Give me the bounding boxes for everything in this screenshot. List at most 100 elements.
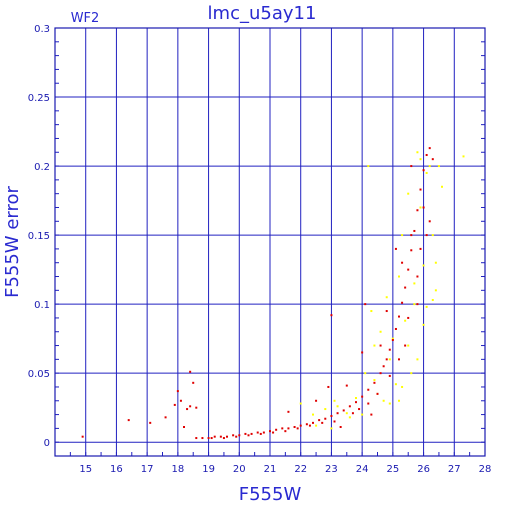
data-point (419, 247, 422, 250)
data-point (425, 154, 428, 157)
data-point (195, 406, 198, 409)
data-point (398, 275, 400, 278)
data-point (318, 419, 321, 422)
data-point (305, 423, 308, 426)
data-point (425, 305, 428, 308)
data-point (394, 327, 397, 330)
data-point (287, 410, 290, 413)
data-point (388, 358, 391, 361)
data-point (388, 402, 391, 405)
data-point (336, 405, 339, 408)
tick-labels: 15 16 17 18 19 20 21 22 23 24 25 26 27 28 0 0.05 0.1 0.15… (28, 24, 492, 475)
data-point (398, 315, 400, 318)
data-point (183, 426, 185, 429)
data-point (299, 402, 302, 405)
data-point (284, 430, 287, 433)
data-point (370, 413, 373, 416)
y-tick-label: 0.3 (34, 24, 50, 35)
data-point (385, 358, 388, 361)
data-point (385, 296, 388, 299)
data-point (355, 401, 357, 404)
panel-label: WF2 (71, 11, 100, 26)
x-tick-label: 27 (448, 464, 461, 475)
data-point (195, 437, 198, 440)
data-point (364, 303, 367, 306)
data-points (81, 147, 465, 440)
data-point (287, 427, 290, 430)
data-point (391, 337, 394, 340)
data-point (413, 229, 416, 232)
data-point (348, 405, 351, 408)
y-tick-label: 0.15 (28, 231, 50, 242)
data-point (437, 165, 440, 168)
data-point (373, 381, 376, 384)
chart-title: lmc_u5ay11 (208, 3, 317, 24)
data-point (434, 289, 437, 292)
data-point (422, 264, 425, 267)
data-point (330, 427, 333, 430)
data-point (431, 298, 434, 301)
data-point (315, 424, 318, 427)
data-point (192, 381, 195, 384)
grid (54, 27, 486, 456)
x-tick-label: 16 (110, 464, 123, 475)
data-point (394, 247, 397, 250)
data-point (149, 421, 152, 424)
data-point (373, 379, 376, 382)
y-tick-label: 0.1 (34, 300, 50, 311)
data-point (407, 268, 410, 271)
data-point (222, 437, 225, 440)
data-point (413, 303, 416, 306)
y-tick-label: 0.2 (34, 162, 50, 173)
data-point (226, 435, 228, 438)
data-point (348, 416, 351, 419)
data-point (330, 414, 333, 417)
x-tick-label: 20 (233, 464, 246, 475)
data-point (373, 344, 376, 347)
data-point (333, 399, 336, 402)
data-point (361, 413, 364, 416)
data-point (410, 165, 413, 168)
data-point (336, 412, 339, 415)
data-point (428, 147, 431, 150)
data-point (413, 282, 416, 285)
x-tick-label: 19 (202, 464, 215, 475)
x-tick-label: 25 (386, 464, 399, 475)
data-point (189, 405, 192, 408)
data-point (345, 384, 348, 387)
data-point (379, 372, 382, 375)
data-point (425, 171, 428, 174)
data-point (422, 206, 425, 209)
data-point (244, 432, 247, 435)
data-point (410, 372, 413, 375)
data-point (186, 408, 189, 411)
data-point (398, 358, 400, 361)
data-point (370, 310, 373, 313)
data-point (275, 428, 278, 431)
x-axis-label: F555W (239, 484, 302, 505)
data-point (324, 408, 327, 411)
data-point (312, 413, 314, 416)
data-point (379, 330, 382, 333)
data-point (272, 431, 275, 434)
data-point (219, 435, 222, 438)
data-point (330, 314, 333, 317)
x-tick-label: 22 (294, 464, 307, 475)
data-point (81, 435, 84, 438)
data-point (431, 234, 434, 237)
data-point (462, 155, 465, 158)
x-tick-label: 24 (356, 464, 369, 475)
y-tick-label: 0.05 (28, 369, 50, 380)
x-tick-label: 21 (264, 464, 277, 475)
data-point (410, 234, 413, 237)
x-tick-label: 26 (417, 464, 430, 475)
data-point (401, 234, 404, 237)
data-point (391, 339, 394, 342)
data-point (385, 310, 388, 313)
data-point (339, 426, 342, 429)
data-point (213, 435, 216, 438)
data-point (189, 370, 192, 373)
data-point (382, 365, 385, 368)
data-point (364, 372, 367, 375)
data-point (164, 416, 167, 419)
